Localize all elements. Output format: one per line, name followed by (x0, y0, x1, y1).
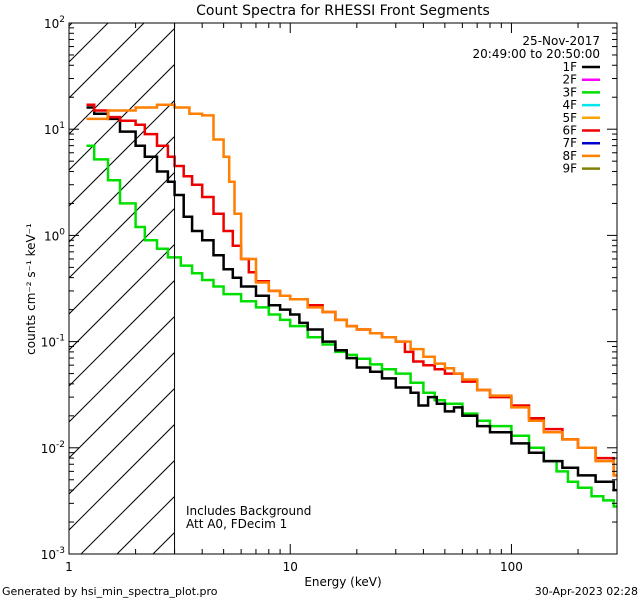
hatch-line (69, 23, 109, 63)
legend-label-7F: 7F (562, 136, 577, 150)
footer-timestamp: 30-Apr-2023 02:28 (535, 585, 638, 598)
hatch-line (69, 27, 175, 135)
hatch-line (69, 135, 175, 243)
y-axis-label: counts cm⁻² s⁻¹ keV⁻¹ (24, 223, 38, 355)
y-tick-label: 10-1 (41, 334, 65, 350)
legend-label-2F: 2F (562, 73, 577, 87)
y-tick-label: 10-2 (41, 440, 65, 456)
hatch-line (0, 0, 105, 554)
hatch-line (69, 171, 175, 279)
legend-label-3F: 3F (562, 85, 577, 99)
legend-label-1F: 1F (562, 60, 577, 74)
legend-time-range: 20:49:00 to 20:50:00 (473, 47, 600, 61)
x-tick-label: 10 (283, 560, 298, 574)
legend-date: 25-Nov-2017 (522, 34, 600, 48)
series-1F (86, 106, 617, 492)
legend-label-5F: 5F (562, 111, 577, 125)
hatch-line (69, 387, 175, 495)
hatch-line (69, 315, 175, 423)
footer-generated-by: Generated by hsi_min_spectra_plot.pro (2, 585, 218, 598)
hatch-line (69, 423, 175, 531)
x-tick-labels: 1 10 100 (65, 560, 523, 574)
hatch-line (69, 351, 175, 459)
legend-label-4F: 4F (562, 98, 577, 112)
hatch-line (261, 0, 640, 554)
series-layer (86, 103, 617, 508)
y-tick-labels: 10-3 10-2 10-1 100 101 102 (41, 15, 66, 562)
y-tick-label: 101 (44, 121, 65, 137)
hatch-line (69, 279, 175, 387)
plot-frame (68, 22, 618, 555)
x-axis-label: Energy (keV) (304, 575, 381, 589)
legend-label-8F: 8F (562, 149, 577, 163)
hatch-line (69, 99, 175, 207)
legend-label-9F: 9F (562, 162, 577, 176)
excluded-region-hatching (0, 0, 640, 554)
hatch-line (69, 243, 175, 351)
hatch-line (69, 207, 175, 315)
x-tick-label: 100 (500, 560, 523, 574)
hatch-line (69, 23, 145, 99)
axis-ticks (68, 23, 618, 555)
y-tick-label: 100 (44, 227, 65, 243)
y-tick-label: 10-3 (41, 546, 65, 562)
annotation-background: Includes Background (186, 504, 311, 518)
chart-title: Count Spectra for RHESSI Front Segments (196, 3, 490, 19)
series-8F (86, 103, 617, 477)
x-tick-label: 1 (65, 560, 73, 574)
y-tick-label: 102 (44, 15, 65, 31)
annotation-attenuator: Att A0, FDecim 1 (186, 517, 287, 531)
legend-label-6F: 6F (562, 124, 577, 138)
